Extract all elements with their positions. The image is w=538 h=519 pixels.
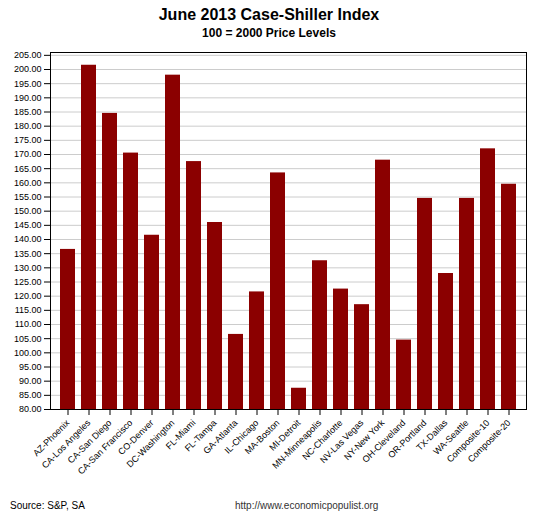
html-text:100 = 2000 Price Levels: 100 = 2000 Price Levels bbox=[202, 26, 336, 40]
svg-text:NC-Charlotte: NC-Charlotte bbox=[300, 417, 345, 462]
svg-text:80.00: 80.00 bbox=[19, 404, 42, 414]
svg-text:CA-Los Angeles: CA-Los Angeles bbox=[39, 417, 93, 471]
svg-text:145.00: 145.00 bbox=[14, 220, 42, 230]
svg-text:OH-Cleveland: OH-Cleveland bbox=[360, 417, 408, 465]
html-text:http://www.economicpopulist.or: http://www.economicpopulist.org bbox=[235, 500, 379, 511]
svg-text:Composite-20: Composite-20 bbox=[466, 418, 513, 465]
svg-text:IL-Chicago: IL-Chicago bbox=[222, 417, 261, 456]
svg-text:85.00: 85.00 bbox=[19, 390, 42, 400]
svg-text:100.00: 100.00 bbox=[14, 348, 42, 358]
svg-text:115.00: 115.00 bbox=[15, 305, 42, 315]
svg-text:165.00: 165.00 bbox=[14, 164, 42, 174]
svg-text:95.00: 95.00 bbox=[19, 362, 42, 372]
svg-text:WA-Seattle: WA-Seattle bbox=[431, 417, 471, 457]
svg-text:OR-Portland: OR-Portland bbox=[386, 417, 429, 461]
svg-text:FL-Tampa: FL-Tampa bbox=[182, 417, 219, 454]
svg-text:CO-Denver: CO-Denver bbox=[116, 417, 156, 457]
svg-text:150.00: 150.00 bbox=[14, 206, 42, 216]
svg-text:195.00: 195.00 bbox=[14, 79, 42, 89]
svg-text:155.00: 155.00 bbox=[14, 192, 42, 202]
svg-text:CA-San Francisco: CA-San Francisco bbox=[75, 417, 135, 477]
html-text:June 2013 Case-Shiller Index: June 2013 Case-Shiller Index bbox=[158, 6, 380, 23]
svg-text:MN-Minneapolis: MN-Minneapolis bbox=[270, 417, 324, 471]
svg-text:180.00: 180.00 bbox=[14, 121, 42, 131]
svg-text:170.00: 170.00 bbox=[14, 149, 42, 159]
svg-text:125.00: 125.00 bbox=[14, 277, 42, 287]
svg-text:NV-Las Vegas: NV-Las Vegas bbox=[318, 417, 366, 466]
svg-text:TX-Dallas: TX-Dallas bbox=[414, 417, 450, 453]
svg-text:CA-San Diego: CA-San Diego bbox=[65, 417, 114, 466]
svg-text:160.00: 160.00 bbox=[14, 178, 42, 188]
svg-text:GA-Atlanta: GA-Atlanta bbox=[201, 417, 240, 456]
svg-text:AZ-Phoenix: AZ-Phoenix bbox=[31, 417, 72, 458]
svg-text:140.00: 140.00 bbox=[14, 234, 42, 244]
svg-text:190.00: 190.00 bbox=[14, 93, 42, 103]
svg-text:FL-Miami: FL-Miami bbox=[163, 417, 198, 452]
svg-text:120.00: 120.00 bbox=[14, 291, 42, 301]
svg-text:110.00: 110.00 bbox=[15, 319, 42, 329]
svg-text:185.00: 185.00 bbox=[14, 107, 42, 117]
svg-text:205.00: 205.00 bbox=[14, 50, 42, 60]
svg-text:Composite-10: Composite-10 bbox=[444, 417, 492, 465]
svg-text:130.00: 130.00 bbox=[14, 263, 42, 273]
svg-text:135.00: 135.00 bbox=[14, 249, 42, 259]
svg-text:175.00: 175.00 bbox=[14, 135, 42, 145]
svg-text:NY-New York: NY-New York bbox=[342, 417, 387, 462]
svg-text:90.00: 90.00 bbox=[19, 376, 42, 386]
svg-text:MA-Boston: MA-Boston bbox=[242, 417, 282, 457]
svg-text:MI-Detroit: MI-Detroit bbox=[267, 417, 303, 453]
svg-text:105.00: 105.00 bbox=[14, 334, 42, 344]
svg-text:DC-Washington: DC-Washington bbox=[124, 417, 177, 470]
svg-text:200.00: 200.00 bbox=[14, 64, 42, 74]
html-text:Source: S&P, SA: Source: S&P, SA bbox=[10, 500, 85, 511]
